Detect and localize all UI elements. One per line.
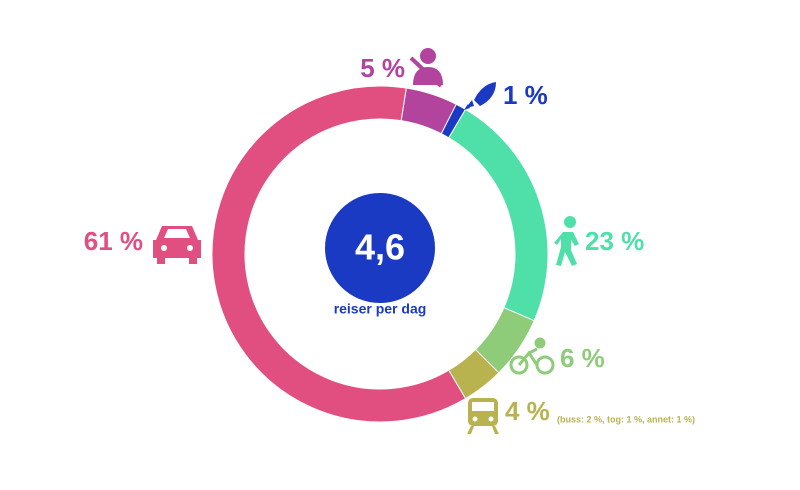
car-icon [153,226,201,264]
center-value: 4,6 [355,227,405,268]
passenger-icon [409,48,443,88]
value-label: 5 % [360,53,405,83]
value-label: 6 % [560,343,605,373]
train-icon [467,398,499,434]
annotation: (buss: 2 %, tog: 1 %, annet: 1 %) [557,414,695,424]
center-caption: reiser per dag [334,301,427,317]
donut-ring [211,85,549,423]
donut-segment [448,108,549,322]
donut-segment [211,85,467,423]
center-circle [325,193,435,303]
value-label: 1 % [503,80,548,110]
bike-icon [509,337,555,375]
value-label: 4 % [505,396,550,426]
value-label: 61 % [84,226,143,256]
rocket-icon [464,82,496,110]
value-label: 23 % [585,226,644,256]
walk-icon [554,216,579,266]
